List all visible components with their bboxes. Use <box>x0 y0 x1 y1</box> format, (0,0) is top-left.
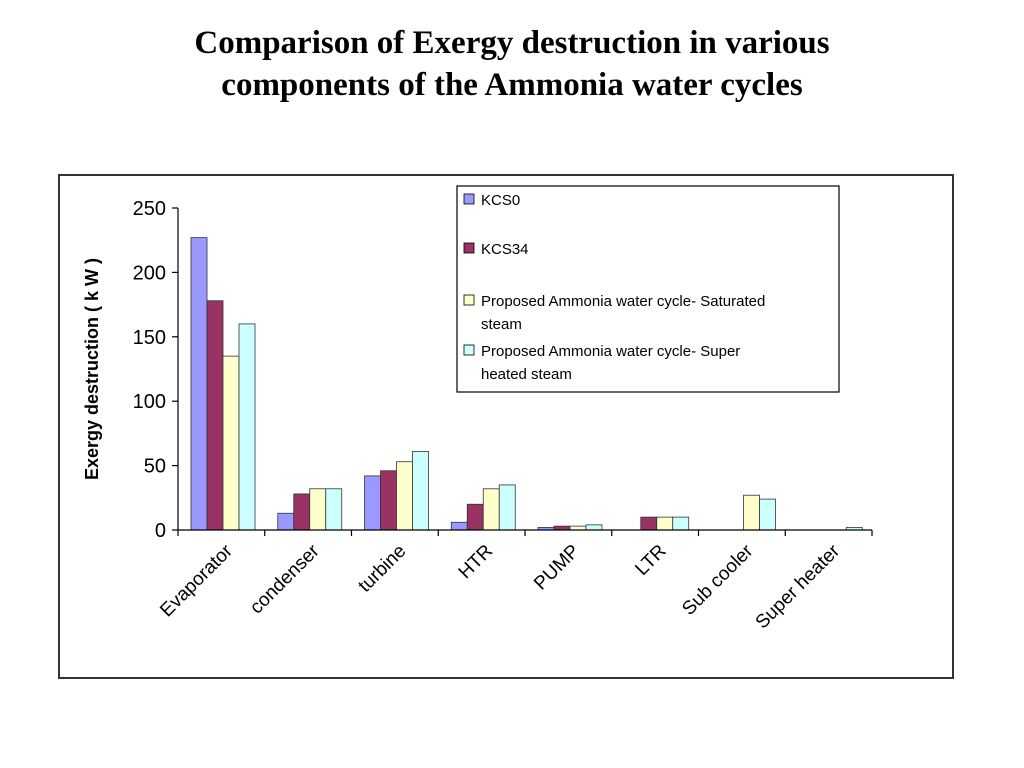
bar-2-ltr <box>640 516 658 531</box>
bar-4-ltr <box>672 516 690 531</box>
bar-1-evaporator <box>190 237 208 531</box>
page-title: Comparison of Exergy destruction in vari… <box>0 22 1024 106</box>
bar-3-evaporator <box>222 355 240 531</box>
y-tick-label: 50 <box>144 456 166 478</box>
legend-label-2: KCS34 <box>481 241 529 258</box>
bar-3-htr <box>482 488 500 531</box>
x-category-label: condenser <box>246 540 324 618</box>
x-category-label: Super heater <box>752 540 845 633</box>
bar-3-ltr <box>656 516 674 531</box>
bar-4-sub-cooler <box>759 498 776 531</box>
bar-4-evaporator <box>238 323 256 531</box>
legend-box <box>456 185 840 393</box>
x-category-label: PUMP <box>530 541 584 595</box>
bar-3-sub-cooler <box>743 494 760 531</box>
y-axis-title: Exergy destruction ( k W ) <box>82 258 102 480</box>
bar-1-turbine <box>364 475 381 531</box>
legend-label-3: Proposed Ammonia water cycle- Saturated <box>481 293 765 310</box>
page-title-line-1: Comparison of Exergy destruction in vari… <box>194 25 830 61</box>
legend-label-1: KCS0 <box>481 192 520 209</box>
x-category-label: Evaporator <box>156 540 237 621</box>
bar-3-turbine <box>396 461 413 531</box>
legend-swatch-3 <box>463 294 475 306</box>
bar-4-condenser <box>325 488 343 531</box>
bar-4-pump <box>585 524 603 531</box>
y-tick-label: 0 <box>155 520 166 542</box>
bar-1-htr <box>450 521 468 531</box>
y-tick-label: 100 <box>133 391 166 413</box>
bar-2-evaporator <box>206 300 224 531</box>
legend-label-3: steam <box>481 316 522 333</box>
legend-label-4: Proposed Ammonia water cycle- Super <box>481 343 740 360</box>
y-tick-label: 200 <box>133 262 166 284</box>
legend-swatch-2 <box>463 242 475 254</box>
bar-2-htr <box>466 503 484 531</box>
bar-3-condenser <box>309 488 327 531</box>
bar-1-condenser <box>277 512 295 531</box>
x-category-label: HTR <box>455 541 497 583</box>
bar-4-turbine <box>412 451 429 531</box>
x-category-label: turbine <box>354 541 410 597</box>
y-tick-label: 250 <box>133 198 166 220</box>
legend-swatch-4 <box>463 344 475 356</box>
bar-2-condenser <box>293 493 311 531</box>
bar-4-htr <box>498 484 516 531</box>
legend-swatch-1 <box>463 193 475 205</box>
x-category-label: Sub cooler <box>678 540 758 620</box>
legend-label-4: heated steam <box>481 366 572 383</box>
page-title-line-2: components of the Ammonia water cycles <box>221 67 803 103</box>
bar-2-turbine <box>380 470 397 531</box>
y-tick-label: 150 <box>133 327 166 349</box>
x-category-label: LTR <box>631 541 670 580</box>
